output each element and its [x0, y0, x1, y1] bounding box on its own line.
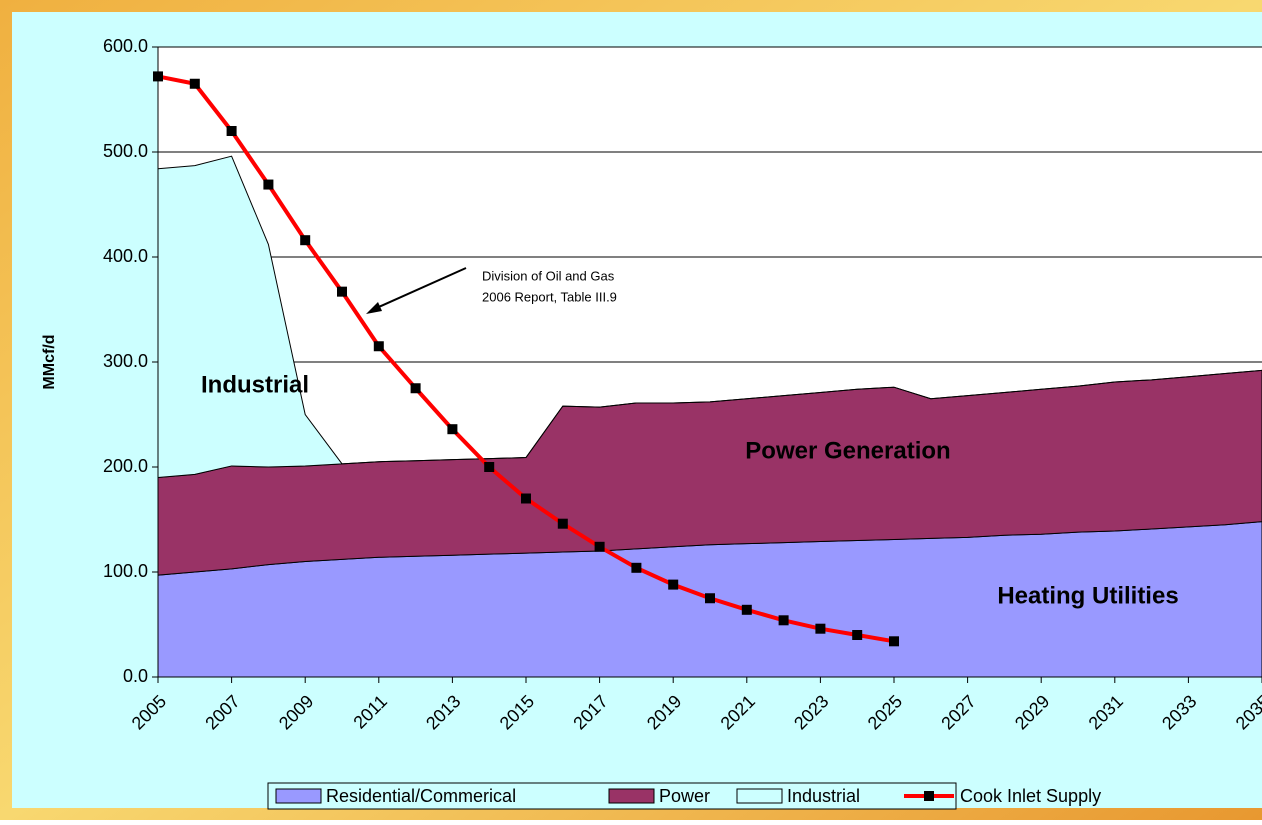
marker — [815, 623, 826, 634]
y-axis-label: MMcf/d — [41, 334, 58, 389]
marker — [263, 179, 274, 190]
legend-label: Cook Inlet Supply — [960, 786, 1101, 806]
marker — [557, 518, 568, 529]
marker — [705, 593, 715, 604]
y-tick-label: 300.0 — [103, 351, 148, 371]
annotation: 2006 Report, Table III.9 — [482, 289, 617, 304]
marker — [447, 424, 458, 435]
marker — [337, 286, 347, 297]
legend-swatch — [275, 788, 322, 804]
marker — [521, 493, 531, 504]
area — [157, 155, 1262, 479]
annotation: Heating Utilities — [997, 582, 1178, 609]
marker — [741, 604, 752, 615]
y-tick-label: 200.0 — [103, 456, 148, 476]
y-tick-label: 600.0 — [103, 36, 148, 56]
marker — [410, 383, 421, 394]
annotation: Power Generation — [745, 437, 950, 464]
legend-label: Power — [659, 786, 710, 806]
y-tick-label: 400.0 — [103, 246, 148, 266]
annotation: Industrial — [201, 371, 309, 398]
y-tick-label: 500.0 — [103, 141, 148, 161]
marker — [668, 579, 679, 590]
marker — [594, 541, 605, 552]
legend-label: Industrial — [787, 786, 860, 806]
legend-marker — [924, 791, 934, 801]
marker — [300, 235, 311, 246]
marker — [631, 562, 642, 573]
y-tick-label: 0.0 — [123, 666, 148, 686]
marker — [889, 636, 899, 647]
annotation-arrow — [371, 267, 467, 311]
marker — [189, 78, 200, 89]
y-tick-label: 100.0 — [103, 561, 148, 581]
marker — [226, 126, 237, 136]
legend-swatch — [736, 788, 783, 804]
marker — [778, 615, 789, 626]
marker — [373, 341, 384, 352]
legend-label: Residential/Commerical — [326, 786, 516, 806]
marker — [852, 630, 863, 640]
annotation: Division of Oil and Gas — [482, 268, 615, 283]
marker — [484, 462, 495, 472]
marker — [153, 71, 163, 82]
annotation-arrowhead — [366, 302, 382, 314]
legend-swatch — [608, 788, 655, 804]
